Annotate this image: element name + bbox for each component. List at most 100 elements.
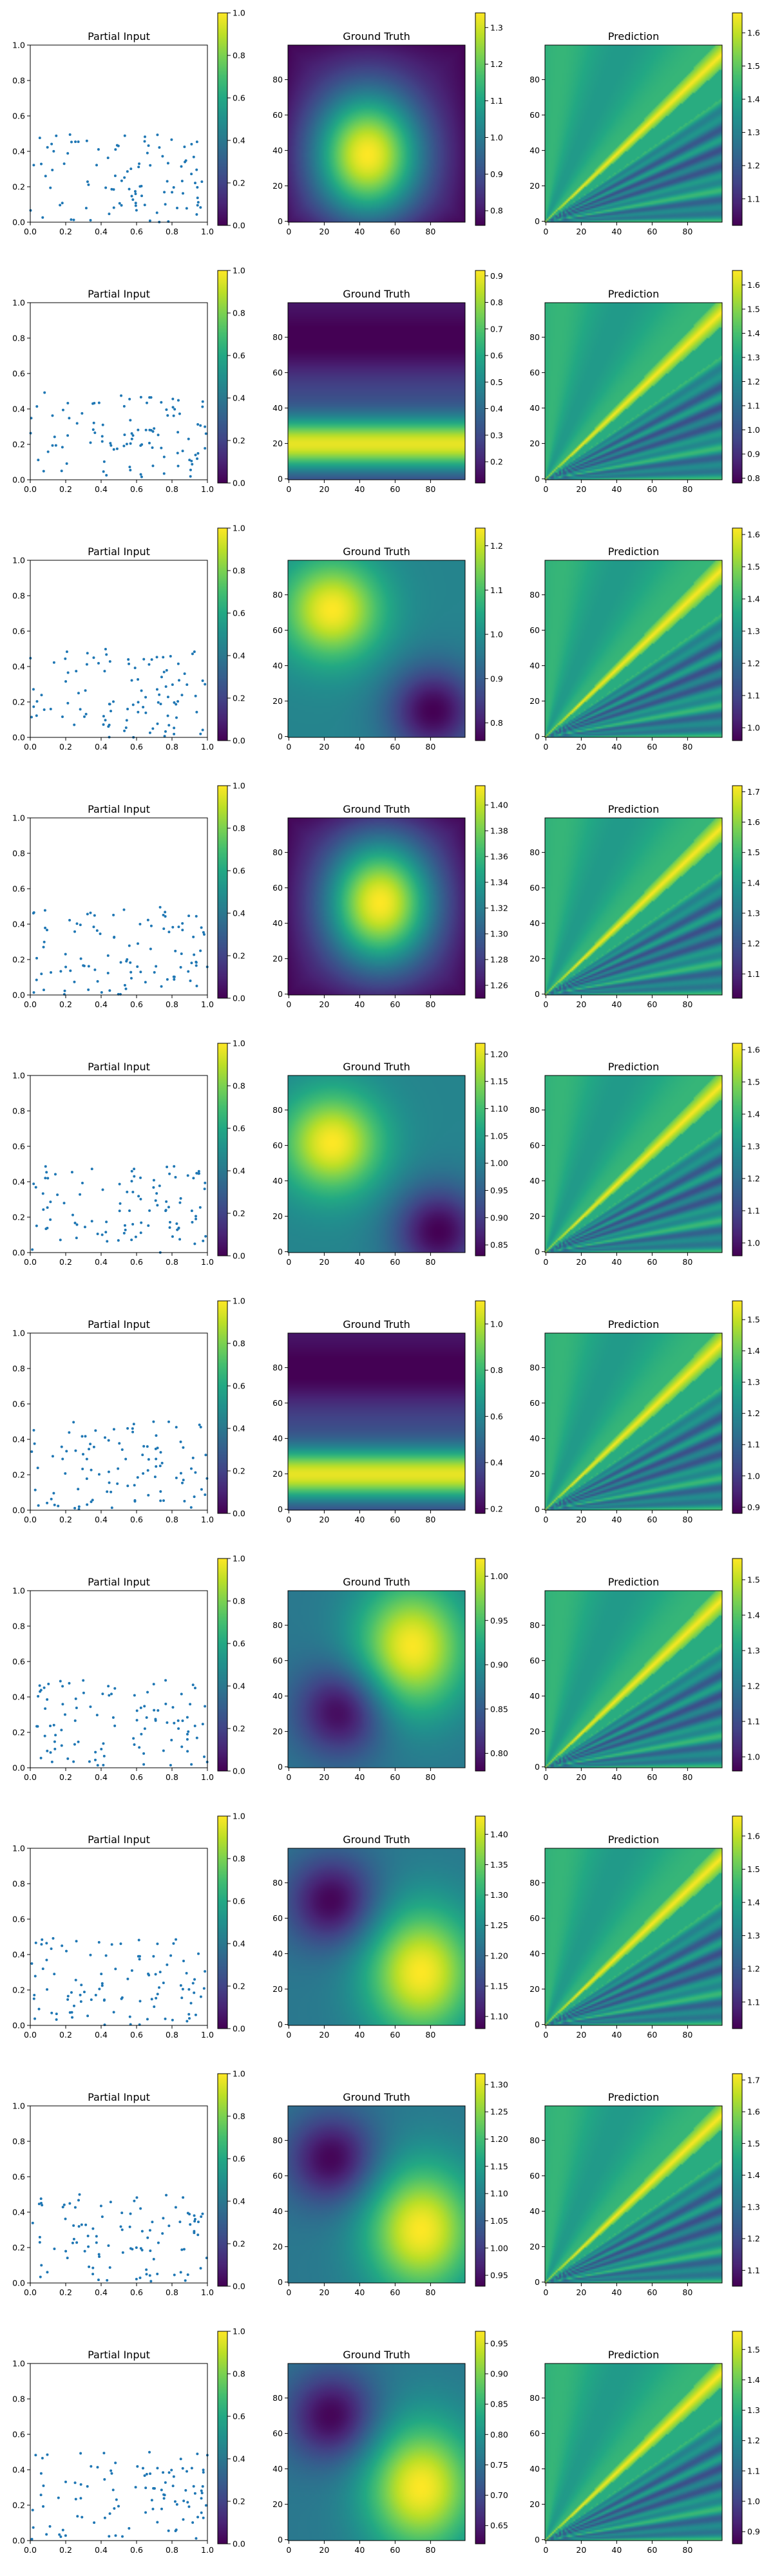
scatter-point [73,1743,76,1746]
scatter-point [130,1969,133,1972]
scatter-point [77,2225,81,2228]
colorbar: 0.80.91.01.11.21.3 [475,12,503,226]
scatter-point [137,710,140,714]
colorbar-tick-label: 1.0 [747,425,760,435]
scatter-point [69,969,72,972]
x-tick-label: 80 [425,2545,435,2555]
y-tick-label: 0 [278,2277,283,2287]
scatter-point [43,1734,46,1738]
colorbar-tick-label: 1.20 [490,1049,508,1059]
scatter-point [148,2229,151,2232]
colorbar-tick-label: 0.5 [490,377,503,387]
scatter-point [90,1501,93,1504]
scatter-point [62,162,66,166]
scatter-point [102,723,105,726]
y-tick-label: 60 [530,1398,540,1408]
scatter-point [80,1984,83,1987]
y-tick-label: 0.8 [12,76,25,86]
scatter-point [139,1197,142,1200]
x-tick-label: 80 [682,742,692,752]
scatter-point [66,1757,70,1760]
colorbar-tick-label: 1.1 [747,691,760,701]
scatter-point [152,1186,155,1189]
scatter-point [35,978,38,981]
scatter-point [35,1725,39,1728]
scatter-point [195,985,198,988]
scatter-point [174,2529,177,2532]
scatter-points [30,1420,209,1511]
scatter-point [33,1488,37,1492]
scatter-point [177,662,180,665]
scatter-point [148,396,151,399]
scatter-point [193,2492,196,2495]
scatter-point [186,683,189,687]
scatter-point [110,710,113,713]
y-tick-label: 0 [535,732,540,741]
scatter-point [204,1235,207,1238]
scatter-points [30,1937,207,2027]
scatter-point [141,2467,144,2470]
plot-area [30,818,207,995]
colorbar-tick-label: 0.2 [233,178,245,188]
x-tick-label: 0.0 [24,1772,37,1782]
scatter-point [84,207,88,210]
scatter-point [95,164,99,167]
scatter-point [157,701,160,704]
x-tick-label: 0 [286,742,291,752]
colorbar-gradient [218,1301,227,1513]
x-tick-label: 0.8 [166,999,178,1009]
scatter-point [64,952,67,956]
scatter-point [120,394,123,397]
scatter-point [66,1998,70,2001]
colorbar-tick-label: 0.0 [233,994,245,1003]
colorbar-tick-label: 1.2 [747,939,760,949]
scatter-point [77,2199,80,2202]
y-tick-label: 60 [272,2171,283,2181]
scatter-point [145,401,148,404]
scatter-point [34,2454,37,2457]
colorbar: 0.951.001.051.101.151.201.251.30 [475,2073,508,2287]
plot-area [30,2363,207,2541]
x-tick-label: 20 [319,1515,329,1524]
scatter-point [189,2223,192,2226]
scatter-point [122,404,126,408]
scatter-point [201,1723,204,1726]
scatter-point [169,654,172,658]
scatter-point [82,1453,85,1456]
y-tick-label: 0.0 [12,1763,25,1773]
x-tick-label: 80 [682,227,692,236]
x-tick-label: 0.2 [59,227,72,236]
scatter-point [143,1727,146,1730]
y-tick-label: 40 [272,1434,283,1443]
x-tick-label: 0.6 [130,1515,143,1524]
scatter-point [143,1705,146,1708]
x-tick-label: 0 [286,1257,291,1267]
scatter-point [32,2526,35,2529]
x-tick-label: 0.0 [24,1257,37,1267]
scatter-point [68,918,72,922]
y-tick-label: 80 [530,1620,540,1630]
colorbar-tick-label: 0.0 [233,1251,245,1261]
y-tick-label: 40 [530,403,540,413]
colorbar-tick-label: 1.26 [490,981,508,990]
scatter-point [83,1226,86,1229]
scatter-point [41,1938,44,1941]
colorbar-tick-label: 1.1 [490,96,503,106]
scatter-point [114,148,117,151]
scatter-point [116,1482,119,1485]
scatter-point [180,180,184,183]
scatter-points [30,2450,209,2541]
plot-area [30,1075,207,1253]
scatter-point [49,1218,52,1221]
colorbar-tick-label: 0.3 [490,430,503,440]
subplot-title: Prediction [608,1061,659,1073]
y-tick-label: 0.6 [12,627,25,636]
y-tick-label: 40 [530,1949,540,1958]
x-tick-label: 20 [319,1257,329,1267]
x-tick-label: 80 [425,1515,435,1524]
scatter-point [53,2248,56,2251]
heatmap-image [545,1333,722,1510]
x-tick-label: 0 [543,2030,548,2040]
